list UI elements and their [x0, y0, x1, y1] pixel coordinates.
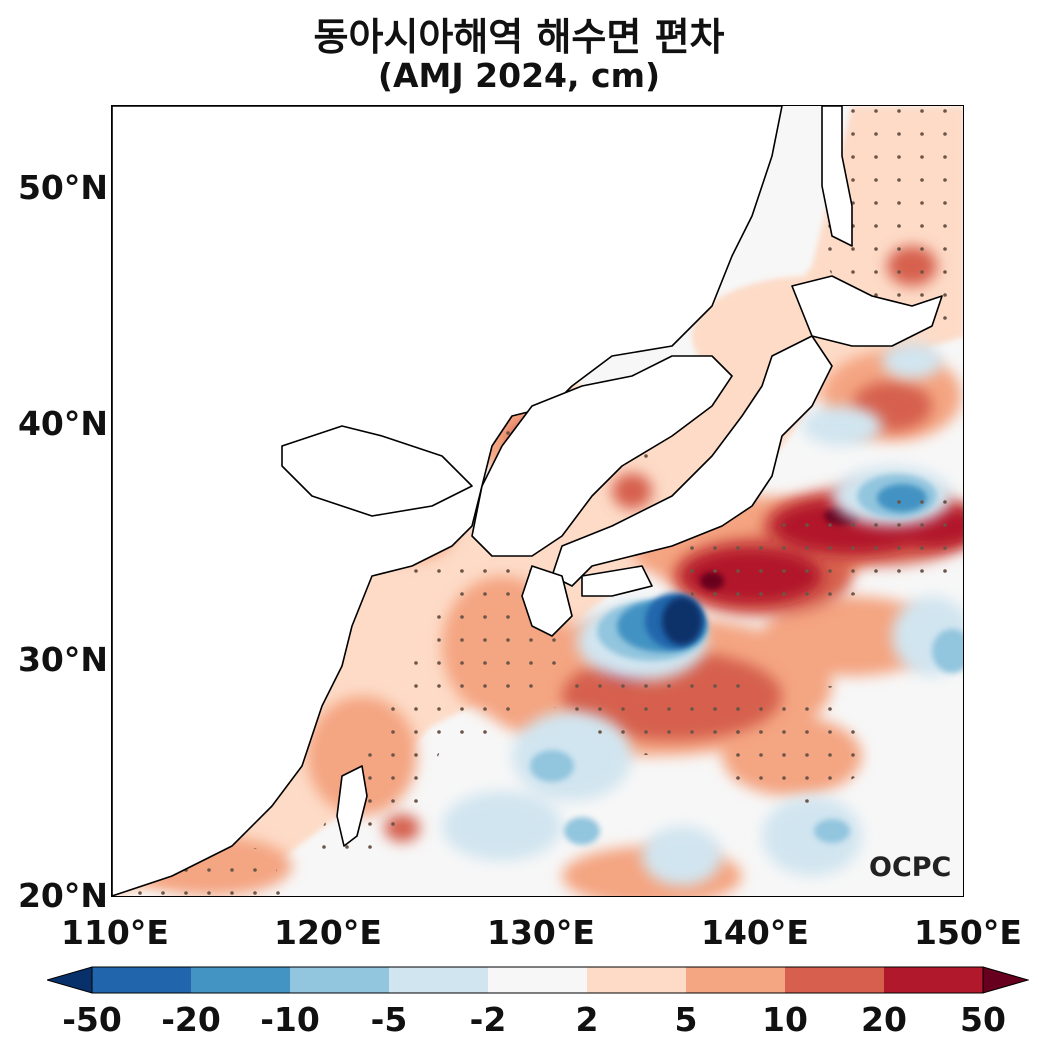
- map-title: 동아시아해역 해수면 편차: [313, 15, 725, 59]
- colorbar-extend-max: [982, 966, 1029, 994]
- x-tick-120e: 120°E: [274, 913, 382, 952]
- korean-peninsula: [471, 355, 733, 557]
- map-subtitle: (AMJ 2024, cm): [377, 56, 661, 95]
- x-tick-110e: 110°E: [61, 913, 169, 952]
- anomaly-extreme-negative: [662, 597, 702, 645]
- y-tick-30n: 30°N: [17, 640, 108, 679]
- japan-honshu: [551, 335, 833, 587]
- shandong-peninsula: [281, 425, 473, 517]
- sakhalin: [821, 106, 853, 247]
- colorbar-label: -10: [260, 1000, 320, 1039]
- colorbar-segment: [290, 967, 389, 993]
- colorbar-segment: [191, 967, 290, 993]
- x-tick-150e: 150°E: [914, 913, 1022, 952]
- japan-kyushu: [521, 565, 573, 637]
- colorbar-segment: [785, 967, 884, 993]
- colorbar-label: 5: [674, 1000, 698, 1039]
- colorbar-label: -5: [370, 1000, 408, 1039]
- colorbar-outline: [91, 966, 984, 994]
- colorbar-label: 50: [960, 1000, 1006, 1039]
- colorbar-label: -2: [469, 1000, 507, 1039]
- colorbar-segment: [92, 967, 191, 993]
- colorbar-label: 2: [575, 1000, 599, 1039]
- japan-hokkaido: [791, 275, 943, 347]
- colorbar-label: -50: [62, 1000, 122, 1039]
- colorbar-segment: [389, 967, 488, 993]
- watermark: OCPC: [869, 852, 951, 883]
- y-tick-40n: 40°N: [17, 404, 108, 443]
- y-tick-20n: 20°N: [17, 876, 108, 915]
- x-tick-140e: 140°E: [701, 913, 809, 952]
- y-tick-50n: 50°N: [17, 168, 108, 207]
- colorbar-segment: [587, 967, 686, 993]
- colorbar-extend-min: [47, 966, 93, 994]
- colorbar-label: 10: [762, 1000, 808, 1039]
- colorbar-segment: [686, 967, 785, 993]
- colorbar-label: 20: [861, 1000, 907, 1039]
- colorbar-label: -20: [161, 1000, 221, 1039]
- japan-shikoku: [581, 565, 653, 597]
- colorbar-segment: [488, 967, 587, 993]
- sea-level-anomaly-map: OCPC: [111, 105, 964, 897]
- colorbar: [47, 966, 1029, 994]
- land: [112, 106, 943, 896]
- x-tick-130e: 130°E: [487, 913, 595, 952]
- taiwan: [336, 765, 368, 847]
- colorbar-segment: [884, 967, 983, 993]
- continent-asia: [112, 106, 783, 896]
